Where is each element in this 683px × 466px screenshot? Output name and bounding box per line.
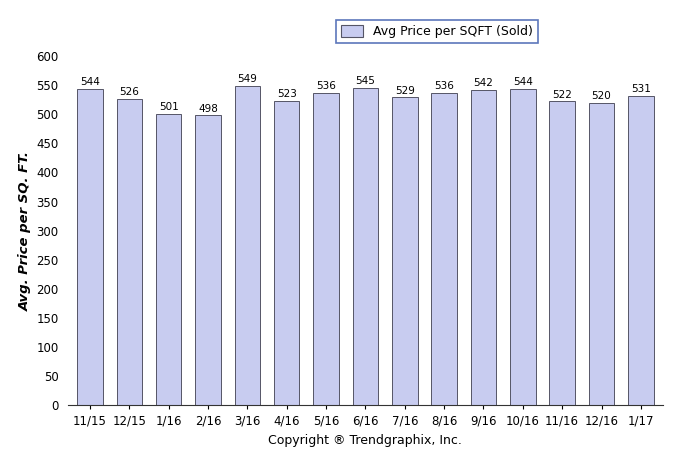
- Text: 544: 544: [513, 77, 533, 87]
- Bar: [313, 93, 339, 405]
- Bar: [195, 115, 221, 405]
- Text: 522: 522: [553, 89, 572, 100]
- Bar: [274, 101, 299, 405]
- Text: 520: 520: [591, 91, 611, 101]
- Bar: [352, 88, 378, 405]
- Bar: [117, 99, 142, 405]
- Y-axis label: Avg. Price per SQ. FT.: Avg. Price per SQ. FT.: [19, 151, 32, 311]
- Text: 542: 542: [473, 78, 493, 88]
- Bar: [77, 89, 102, 405]
- Text: 526: 526: [120, 87, 139, 97]
- Bar: [628, 96, 654, 405]
- Text: 501: 501: [158, 102, 178, 112]
- Bar: [432, 93, 457, 405]
- Text: 536: 536: [316, 82, 336, 91]
- X-axis label: Copyright ® Trendgraphix, Inc.: Copyright ® Trendgraphix, Inc.: [268, 434, 462, 447]
- Legend: Avg Price per SQFT (Sold): Avg Price per SQFT (Sold): [335, 20, 538, 43]
- Bar: [234, 86, 260, 405]
- Text: 529: 529: [395, 86, 415, 96]
- Bar: [549, 102, 575, 405]
- Text: 536: 536: [434, 82, 454, 91]
- Text: 531: 531: [631, 84, 651, 94]
- Text: 549: 549: [238, 74, 257, 84]
- Bar: [510, 89, 535, 405]
- Text: 498: 498: [198, 103, 218, 114]
- Bar: [156, 114, 182, 405]
- Bar: [589, 103, 614, 405]
- Text: 545: 545: [355, 76, 376, 86]
- Text: 523: 523: [277, 89, 296, 99]
- Text: 544: 544: [80, 77, 100, 87]
- Bar: [392, 97, 417, 405]
- Bar: [471, 89, 497, 405]
